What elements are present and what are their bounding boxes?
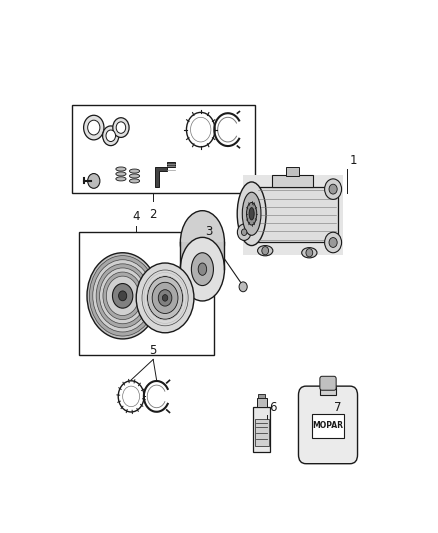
Bar	[253, 407, 270, 452]
Bar	[257, 187, 338, 243]
Circle shape	[103, 272, 142, 320]
Text: 3: 3	[205, 225, 213, 238]
Bar	[272, 175, 313, 187]
Circle shape	[113, 284, 133, 308]
Ellipse shape	[237, 182, 266, 246]
FancyBboxPatch shape	[298, 386, 357, 464]
Circle shape	[84, 115, 104, 140]
Text: 1: 1	[350, 154, 357, 166]
Bar	[78, 232, 214, 356]
Text: MOPAR: MOPAR	[312, 422, 343, 431]
Ellipse shape	[116, 167, 126, 171]
Bar	[258, 393, 265, 398]
Circle shape	[136, 263, 194, 333]
Ellipse shape	[247, 203, 257, 225]
Circle shape	[87, 253, 158, 339]
Circle shape	[239, 282, 247, 292]
Ellipse shape	[242, 192, 261, 235]
Bar	[320, 387, 336, 395]
Bar	[180, 243, 224, 277]
Bar	[286, 167, 299, 175]
Circle shape	[162, 295, 168, 301]
Ellipse shape	[116, 177, 126, 181]
Ellipse shape	[130, 179, 140, 183]
Circle shape	[325, 232, 342, 253]
Text: 5: 5	[149, 344, 157, 358]
Circle shape	[96, 264, 149, 328]
Circle shape	[116, 122, 126, 133]
Bar	[257, 398, 267, 407]
Circle shape	[306, 248, 313, 257]
Ellipse shape	[180, 211, 225, 274]
Polygon shape	[155, 163, 175, 187]
Circle shape	[88, 174, 100, 188]
Ellipse shape	[180, 237, 225, 301]
Circle shape	[158, 290, 172, 306]
Text: 6: 6	[269, 401, 277, 414]
Ellipse shape	[249, 207, 254, 220]
Circle shape	[329, 238, 337, 247]
Text: 7: 7	[334, 401, 341, 414]
Circle shape	[237, 224, 251, 240]
Bar	[72, 105, 255, 193]
Bar	[243, 175, 343, 255]
Circle shape	[241, 229, 247, 236]
Circle shape	[113, 118, 129, 138]
Circle shape	[325, 179, 342, 199]
Ellipse shape	[116, 172, 126, 176]
Circle shape	[119, 291, 127, 301]
Ellipse shape	[130, 174, 140, 178]
Ellipse shape	[191, 253, 213, 286]
Bar	[312, 414, 344, 438]
FancyBboxPatch shape	[320, 376, 336, 390]
Text: 4: 4	[132, 210, 140, 223]
Ellipse shape	[302, 248, 317, 258]
Circle shape	[329, 184, 337, 194]
Circle shape	[93, 260, 152, 332]
Circle shape	[88, 120, 100, 135]
Circle shape	[99, 268, 146, 324]
Circle shape	[106, 130, 116, 142]
Circle shape	[106, 276, 139, 316]
Circle shape	[262, 247, 268, 255]
Bar	[255, 419, 268, 446]
Circle shape	[152, 282, 178, 313]
Text: 2: 2	[149, 207, 157, 221]
Ellipse shape	[198, 263, 207, 276]
Ellipse shape	[130, 169, 140, 173]
Circle shape	[148, 277, 183, 319]
Circle shape	[89, 256, 156, 336]
Circle shape	[102, 126, 119, 146]
Ellipse shape	[258, 246, 273, 256]
